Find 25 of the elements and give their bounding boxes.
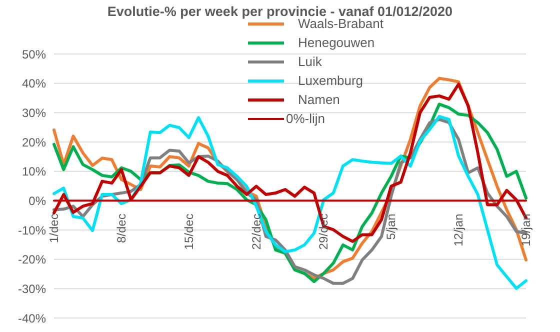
x-tick-label: 5/jan (384, 214, 398, 240)
chart-title: Evolutie-% per week per provincie - vanaf 01/012/2020 (106, 4, 454, 19)
x-tick-label: 1/dec (47, 214, 61, 244)
x-tick-label: 12/jan (452, 214, 466, 246)
y-tick-label: -40% (18, 311, 46, 326)
y-tick-label: 30% (22, 106, 46, 120)
y-tick-label: 20% (22, 135, 46, 150)
y-tick-label: 40% (22, 76, 46, 91)
x-tick-label: 22/dec (249, 214, 264, 250)
legend-label: Luxemburg (298, 73, 364, 88)
y-tick-label: -20% (18, 252, 46, 267)
legend-label: Waals-Brabant (298, 16, 384, 31)
y-tick-label: 0% (28, 194, 46, 208)
legend-label: 0%-lijn (286, 111, 326, 126)
x-tick-label: 19/jan (519, 214, 533, 246)
legend-label: Luik (298, 54, 322, 69)
y-tick-label: 50% (22, 47, 46, 62)
x-tick-label: 8/dec (114, 214, 128, 244)
x-tick-label: 15/dec (182, 214, 196, 250)
y-tick-label: 10% (22, 164, 46, 179)
legend-label: Henegouwen (298, 35, 375, 50)
legend-label: Namen (298, 92, 340, 107)
y-tick-label: -30% (18, 282, 46, 296)
x-tick-label: 29/dec (316, 214, 331, 250)
y-tick-label: -10% (18, 223, 46, 238)
